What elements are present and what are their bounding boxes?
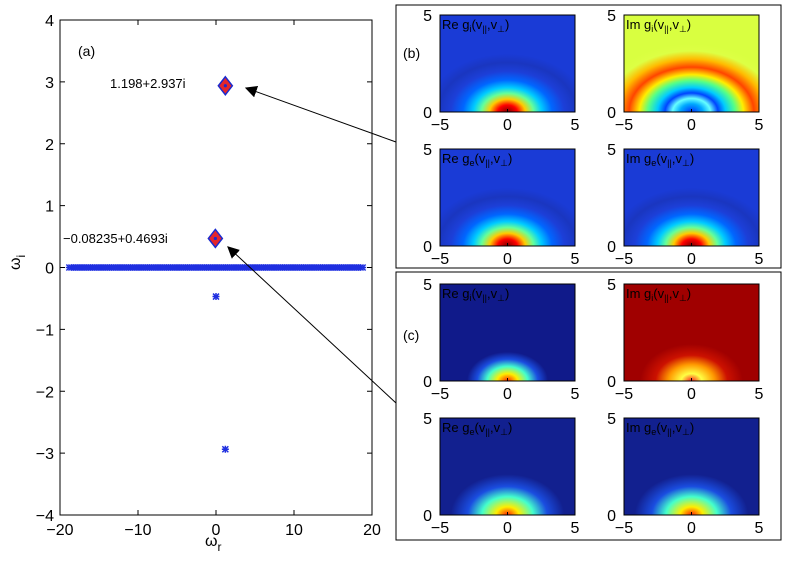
subplot-y-tick-label: 0 <box>423 105 432 122</box>
y-tick-label: −4 <box>36 508 54 525</box>
subplot-y-tick-label: 5 <box>607 8 616 25</box>
y-tick-label: 1 <box>45 199 54 216</box>
heatmap-c-re-ge <box>439 417 576 516</box>
subplot-x-tick-label: 5 <box>571 251 580 268</box>
subplot-x-tick-label: −5 <box>431 386 449 403</box>
subplot-x-tick-label: 0 <box>503 117 512 134</box>
y-tick-label: 3 <box>45 75 54 92</box>
subplot-x-tick-label: −5 <box>615 117 633 134</box>
arrow-b <box>244 86 397 143</box>
subplot-title: Im gi(v||,v⊥) <box>626 286 691 303</box>
subplot-y-tick-label: 5 <box>423 277 432 294</box>
x-axis-label: ωr <box>205 533 222 554</box>
subplot-title: Im ge(v||,v⊥) <box>626 420 694 437</box>
heatmap-c-im-ge <box>623 417 760 516</box>
subplot-x-tick-label: 5 <box>755 520 764 537</box>
heatmap-b-im-gi <box>623 14 760 113</box>
eigenvalue-label-2: −0.08235+0.4693i <box>63 231 168 246</box>
subplot-x-tick-label: −5 <box>615 520 633 537</box>
subplot-y-tick-label: 0 <box>607 239 616 256</box>
subplot-titles: Re gi(v||,v⊥) Im gi(v||,v⊥) Re ge(v||,v⊥) I… <box>442 17 694 437</box>
subplot-y-tick-label: 0 <box>607 374 616 391</box>
subplot-title: Re gi(v||,v⊥) <box>442 286 509 303</box>
subplot-y-tick-label: 5 <box>607 142 616 159</box>
y-tick-label: 2 <box>45 137 54 154</box>
subplot-x-tick-label: 0 <box>687 386 696 403</box>
subplot-x-tick-label: 5 <box>571 117 580 134</box>
subplot-x-tick-label: 0 <box>687 520 696 537</box>
subplot-x-tick-label: 5 <box>571 386 580 403</box>
y-tick-label: −2 <box>36 384 54 401</box>
subplot-x-tick-label: 0 <box>503 386 512 403</box>
x-tick-label: 10 <box>285 522 303 539</box>
highlighted-marker-center <box>213 236 217 241</box>
subplot-title: Im ge(v||,v⊥) <box>626 151 694 168</box>
subplot-ticks: −5 0 550−5 0 550−5 0 550−5 0 550−5 0 550−5 0 550−5 0 5… <box>423 8 763 537</box>
subplot-x-tick-label: −5 <box>431 520 449 537</box>
subplot-x-tick-label: 0 <box>687 117 696 134</box>
subplot-y-tick-label: 5 <box>423 411 432 428</box>
subplot-title: Im gi(v||,v⊥) <box>626 17 691 34</box>
subplot-x-tick-label: −5 <box>431 117 449 134</box>
subplot-y-tick-label: 0 <box>423 239 432 256</box>
subplot-y-tick-label: 0 <box>423 508 432 525</box>
subplot-y-tick-label: 0 <box>607 508 616 525</box>
subplot-y-tick-label: 0 <box>607 105 616 122</box>
subplot-x-tick-label: 0 <box>503 251 512 268</box>
subplot-title: Re ge(v||,v⊥) <box>442 420 512 437</box>
heatmap-c-re-gi <box>439 283 576 382</box>
heatmap-b-re-ge <box>439 148 576 247</box>
subplot-y-tick-label: 5 <box>423 142 432 159</box>
y-tick-label: 4 <box>45 13 54 30</box>
highlighted-markers <box>207 75 234 249</box>
continuum-points <box>65 263 367 272</box>
highlighted-marker-center <box>223 84 227 88</box>
subplot-y-tick-label: 0 <box>423 374 432 391</box>
subplot-title: Re gi(v||,v⊥) <box>442 17 509 34</box>
panel-c: (c) <box>395 271 782 541</box>
x-tick-label: −10 <box>124 522 151 539</box>
subplot-title: Re ge(v||,v⊥) <box>442 151 512 168</box>
heatmap-b-re-gi <box>439 14 576 113</box>
y-tick-label: −3 <box>36 446 54 463</box>
subplot-x-tick-label: 5 <box>755 386 764 403</box>
subplot-x-tick-label: 5 <box>571 520 580 537</box>
x-tick-label: 20 <box>363 522 381 539</box>
eigenvalue-label-1: 1.198+2.937i <box>110 76 186 91</box>
x-tick-label: 0 <box>212 522 221 539</box>
subplot-y-tick-label: 5 <box>607 411 616 428</box>
eigenvalue-point <box>212 293 220 301</box>
y-tick-label: 0 <box>45 261 54 278</box>
heatmap-c-im-gi <box>623 283 760 382</box>
heatmap-b-im-ge <box>623 148 760 247</box>
subplot-y-tick-label: 5 <box>423 8 432 25</box>
subplot-y-tick-label: 5 <box>607 277 616 294</box>
subplot-x-tick-label: −5 <box>615 386 633 403</box>
arrow-c <box>227 246 397 404</box>
y-axis-label: ωi <box>7 255 28 270</box>
panel-b: (b) <box>395 4 782 269</box>
eigenvalue-points <box>212 293 229 453</box>
subplot-x-tick-label: −5 <box>615 251 633 268</box>
panel-a-label: (a) <box>78 43 95 59</box>
subplot-x-tick-label: 5 <box>755 251 764 268</box>
y-tick-label: −1 <box>36 322 54 339</box>
subplot-x-tick-label: 0 <box>687 251 696 268</box>
subplot-x-tick-label: 5 <box>755 117 764 134</box>
x-tick-label: −20 <box>46 522 73 539</box>
panel-b-label: (b) <box>403 45 420 61</box>
subplot-x-tick-label: −5 <box>431 251 449 268</box>
subplot-x-tick-label: 0 <box>503 520 512 537</box>
continuum-point <box>359 263 367 272</box>
eigenvalue-point <box>221 445 229 453</box>
panel-c-label: (c) <box>403 327 419 343</box>
